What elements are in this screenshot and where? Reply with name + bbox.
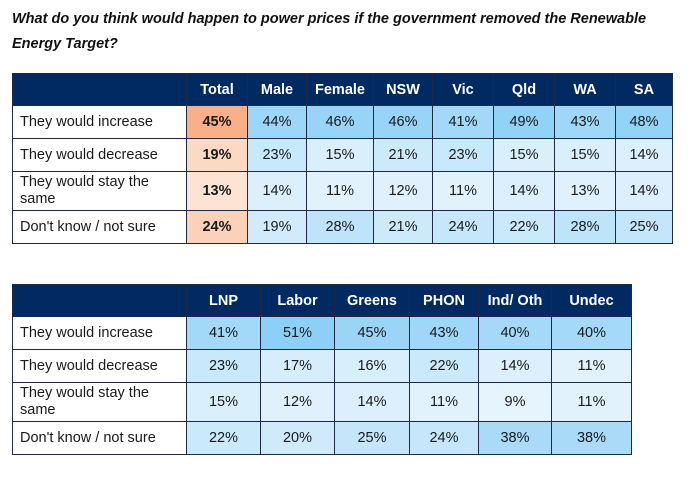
value-cell: 43% (409, 316, 479, 350)
table-row: They would decrease 23% 17% 16% 22% 14% 11% (12, 349, 632, 383)
value-cell: 22% (186, 421, 261, 455)
column-header: Greens (334, 284, 410, 317)
row-label: They would decrease (12, 349, 187, 383)
value-cell: 41% (432, 105, 494, 139)
value-cell: 38% (551, 421, 632, 455)
value-cell: 15% (554, 138, 616, 172)
value-cell: 44% (247, 105, 307, 139)
value-cell: 23% (186, 349, 261, 383)
column-header: Female (306, 73, 374, 106)
survey-question: What do you think would happen to power … (12, 11, 647, 52)
column-header: Male (247, 73, 307, 106)
value-cell: 38% (478, 421, 552, 455)
value-cell: 23% (247, 138, 307, 172)
value-cell: 14% (493, 171, 555, 211)
value-cell: 25% (615, 210, 673, 244)
value-cell: 40% (478, 316, 552, 350)
column-header: SA (615, 73, 673, 106)
value-cell: 43% (554, 105, 616, 139)
value-cell: 16% (334, 349, 410, 383)
table-row: They would stay the same 13% 14% 11% 12% 11% 1… (12, 171, 673, 211)
value-cell: 14% (615, 138, 673, 172)
column-header: Vic (432, 73, 494, 106)
value-cell: 51% (260, 316, 335, 350)
value-cell: 45% (334, 316, 410, 350)
table-row: They would stay the same 15% 12% 14% 11% 9% 11… (12, 382, 632, 422)
column-header: LNP (186, 284, 261, 317)
value-cell: 14% (247, 171, 307, 211)
table-row: Don't know / not sure 22% 20% 25% 24% 38% 38% (12, 421, 632, 455)
value-cell: 11% (409, 382, 479, 422)
value-cell: 25% (334, 421, 410, 455)
row-label: They would increase (12, 105, 187, 139)
value-cell: 41% (186, 316, 261, 350)
value-cell: 21% (373, 138, 433, 172)
value-cell: 17% (260, 349, 335, 383)
value-cell: 11% (432, 171, 494, 211)
value-cell: 20% (260, 421, 335, 455)
total-cell: 19% (186, 138, 248, 172)
value-cell: 11% (551, 349, 632, 383)
value-cell: 21% (373, 210, 433, 244)
column-header: Undec (551, 284, 632, 317)
value-cell: 13% (554, 171, 616, 211)
header-blank (12, 73, 187, 106)
value-cell: 46% (306, 105, 374, 139)
column-header: NSW (373, 73, 433, 106)
header-row: Total Male Female NSW Vic Qld WA SA (12, 73, 673, 106)
column-header: Qld (493, 73, 555, 106)
value-cell: 12% (373, 171, 433, 211)
row-label: They would increase (12, 316, 187, 350)
value-cell: 49% (493, 105, 555, 139)
table-row: They would increase 41% 51% 45% 43% 40% 40% (12, 316, 632, 350)
row-label: They would decrease (12, 138, 187, 172)
header-blank (12, 284, 187, 317)
value-cell: 40% (551, 316, 632, 350)
results-by-demographic-table: Total Male Female NSW Vic Qld WA SA They… (12, 73, 673, 244)
total-cell: 24% (186, 210, 248, 244)
value-cell: 28% (306, 210, 374, 244)
column-header: PHON (409, 284, 479, 317)
header-row: LNP Labor Greens PHON Ind/ Oth Undec (12, 284, 632, 317)
row-label: Don't know / not sure (12, 421, 187, 455)
row-label: They would stay the same (12, 171, 187, 211)
row-label: They would stay the same (12, 382, 187, 422)
value-cell: 19% (247, 210, 307, 244)
results-by-party-table: LNP Labor Greens PHON Ind/ Oth Undec The… (12, 284, 632, 455)
value-cell: 11% (306, 171, 374, 211)
value-cell: 14% (334, 382, 410, 422)
value-cell: 15% (493, 138, 555, 172)
value-cell: 15% (186, 382, 261, 422)
column-header: WA (554, 73, 616, 106)
total-cell: 13% (186, 171, 248, 211)
value-cell: 11% (551, 382, 632, 422)
value-cell: 15% (306, 138, 374, 172)
table-row: They would decrease 19% 23% 15% 21% 23% 15% 15%… (12, 138, 673, 172)
column-header: Total (186, 73, 248, 106)
value-cell: 22% (409, 349, 479, 383)
value-cell: 24% (409, 421, 479, 455)
value-cell: 14% (615, 171, 673, 211)
value-cell: 12% (260, 382, 335, 422)
value-cell: 28% (554, 210, 616, 244)
table-row: They would increase 45% 44% 46% 46% 41% 49% 43%… (12, 105, 673, 139)
table-row: Don't know / not sure 24% 19% 28% 21% 24% 22% 2… (12, 210, 673, 244)
value-cell: 46% (373, 105, 433, 139)
column-header: Labor (260, 284, 335, 317)
value-cell: 22% (493, 210, 555, 244)
value-cell: 24% (432, 210, 494, 244)
value-cell: 9% (478, 382, 552, 422)
total-cell: 45% (186, 105, 248, 139)
row-label: Don't know / not sure (12, 210, 187, 244)
value-cell: 48% (615, 105, 673, 139)
value-cell: 14% (478, 349, 552, 383)
value-cell: 23% (432, 138, 494, 172)
column-header: Ind/ Oth (478, 284, 552, 317)
